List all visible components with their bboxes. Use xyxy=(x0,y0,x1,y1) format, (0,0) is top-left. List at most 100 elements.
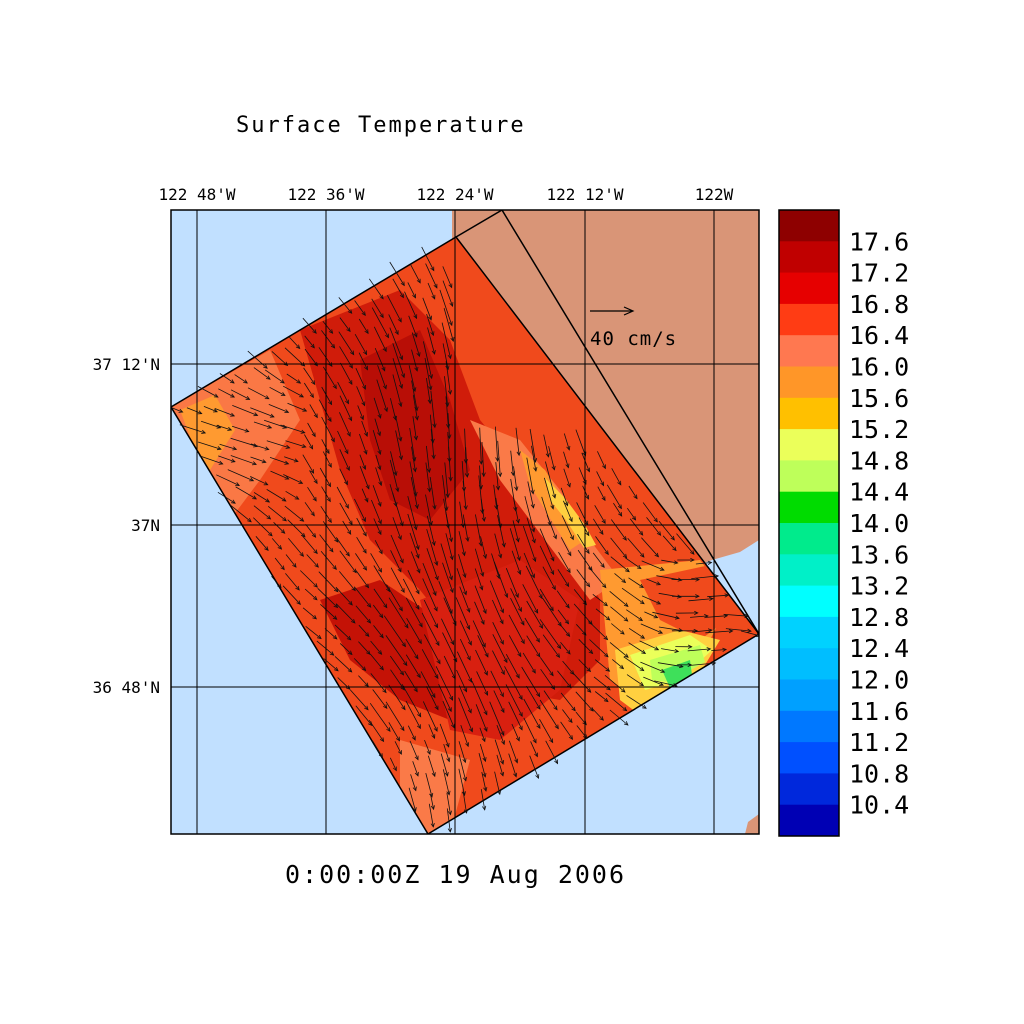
current-vector xyxy=(628,642,646,654)
current-vector-head xyxy=(467,708,472,714)
current-vector-head xyxy=(622,706,628,712)
current-vector xyxy=(661,648,679,652)
lon-label-3: 122 24'W xyxy=(416,185,493,204)
current-vector-head xyxy=(247,517,252,523)
current-vector xyxy=(309,404,318,418)
current-vector-head xyxy=(269,413,275,418)
current-vector xyxy=(304,588,318,600)
current-vector-head xyxy=(728,629,734,634)
current-vector-head xyxy=(449,588,454,594)
colorbar-frame xyxy=(778,209,840,837)
current-vector-head xyxy=(622,553,628,559)
current-vector-head xyxy=(603,601,609,607)
current-vector xyxy=(443,655,456,679)
current-vector xyxy=(515,427,520,456)
current-vector xyxy=(597,486,606,501)
current-vector-head xyxy=(480,620,485,625)
current-vector xyxy=(372,604,384,618)
current-vector-head xyxy=(566,482,571,488)
current-vector-head xyxy=(714,574,720,579)
current-vector xyxy=(267,505,287,522)
current-vector xyxy=(478,752,486,778)
current-vector-head xyxy=(302,407,308,412)
current-vector xyxy=(474,568,483,590)
current-vector-head xyxy=(430,266,435,272)
current-vector-head xyxy=(536,724,541,729)
current-vector xyxy=(200,420,221,429)
current-vector-head xyxy=(364,682,369,688)
current-vector xyxy=(407,570,420,594)
current-vector xyxy=(724,614,749,617)
current-vector xyxy=(458,741,466,763)
current-vector xyxy=(410,551,421,573)
current-vector xyxy=(611,468,622,485)
current-vector xyxy=(286,373,301,384)
current-vector xyxy=(438,581,453,614)
current-vector-head xyxy=(416,352,421,358)
current-vector xyxy=(339,317,351,332)
current-vector-head xyxy=(327,518,332,524)
current-vector-head xyxy=(377,530,382,536)
colorbar-tick-label: 16.8 xyxy=(849,290,909,319)
domain-offshore-edge xyxy=(501,210,759,635)
current-vector xyxy=(639,640,659,651)
current-vector-head xyxy=(398,455,403,461)
current-vector-head xyxy=(252,461,257,466)
lon-label-4: 122 12'W xyxy=(546,185,623,204)
current-vector xyxy=(576,624,587,636)
current-vector-head xyxy=(253,443,259,448)
current-vector-head xyxy=(640,553,645,558)
current-vector xyxy=(523,717,537,743)
current-vector xyxy=(428,803,434,827)
current-vector xyxy=(460,724,469,747)
current-vector xyxy=(359,466,370,489)
current-vector xyxy=(388,722,400,741)
current-vector-head xyxy=(465,537,470,543)
current-vector xyxy=(576,502,589,525)
colorbar-swatch xyxy=(779,616,839,649)
current-vector xyxy=(426,313,434,336)
current-vector-head xyxy=(382,384,387,390)
current-vector-head xyxy=(695,577,701,582)
current-vector xyxy=(387,295,402,322)
current-vector-head xyxy=(364,365,368,371)
current-vector-head xyxy=(296,379,302,384)
current-vector-head xyxy=(432,591,437,597)
current-vector xyxy=(443,597,457,626)
current-vector xyxy=(355,553,367,571)
current-vector xyxy=(511,550,521,575)
current-vector xyxy=(691,629,712,633)
current-vector xyxy=(389,757,397,771)
current-vector xyxy=(219,373,235,384)
current-vector xyxy=(263,419,287,429)
current-vector xyxy=(339,468,348,485)
current-vector xyxy=(525,565,543,599)
current-vector xyxy=(439,289,453,326)
current-vector xyxy=(358,318,369,334)
current-vector-head xyxy=(690,550,695,555)
current-vector-head xyxy=(364,497,369,503)
current-vector xyxy=(540,657,554,676)
current-vector xyxy=(412,394,418,420)
current-vector xyxy=(253,505,271,520)
current-vector-head xyxy=(313,549,318,555)
current-vector xyxy=(522,652,536,674)
current-vector xyxy=(402,578,420,610)
current-vector-head xyxy=(284,409,290,413)
current-vector xyxy=(494,739,504,765)
current-vector xyxy=(385,701,405,731)
current-vector-head xyxy=(377,650,383,655)
current-vector-head xyxy=(394,330,399,336)
current-vector xyxy=(320,550,337,570)
current-vector-head xyxy=(268,531,273,537)
current-vector xyxy=(390,534,404,563)
current-vector-head xyxy=(414,366,419,372)
current-vector xyxy=(521,666,540,697)
current-vector-head xyxy=(551,585,556,591)
current-vector xyxy=(339,550,357,573)
current-vector-head xyxy=(513,772,518,778)
current-vector-head xyxy=(365,484,370,490)
current-vector-head xyxy=(640,634,646,639)
current-vector-head xyxy=(280,392,286,396)
current-vector-head xyxy=(426,468,432,474)
